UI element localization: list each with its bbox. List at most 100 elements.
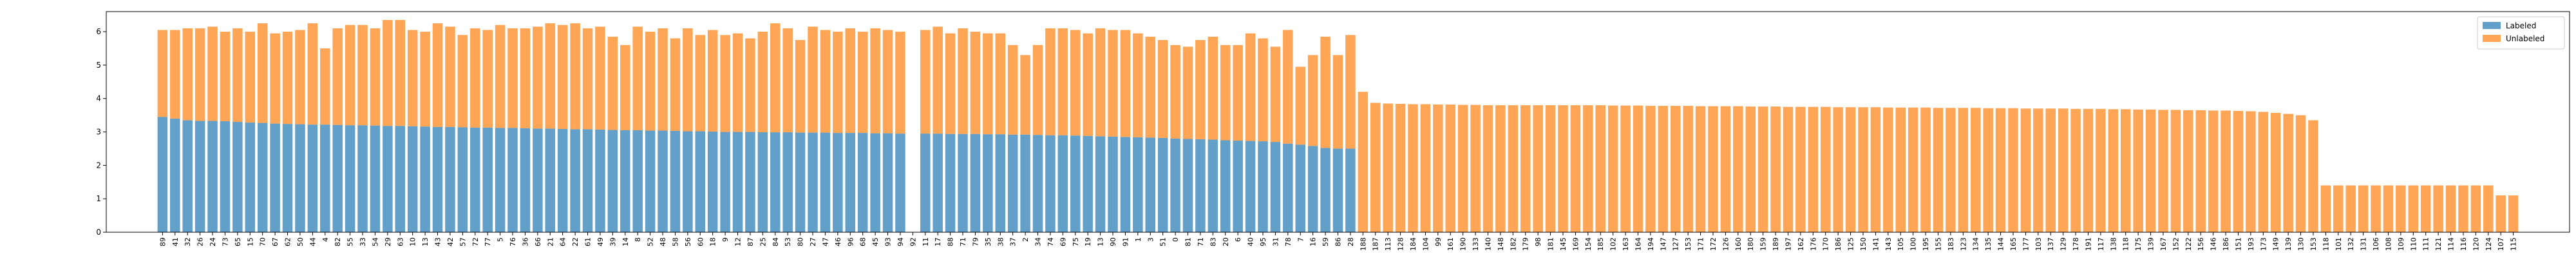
bar-segment (370, 125, 381, 232)
bar-segment (1332, 148, 1343, 232)
x-tick-label: 104 (1421, 237, 1430, 251)
bar-segment (1495, 105, 1506, 232)
x-tick-label: 44 (308, 237, 317, 246)
bar-segment (1295, 66, 1306, 145)
x-tick-label: 159 (1759, 237, 1768, 251)
x-tick-label: 33 (359, 237, 367, 246)
x-tick-label: 169 (1571, 237, 1580, 251)
bar-segment (295, 30, 305, 124)
bar-segment (1120, 30, 1131, 137)
bar-segment (1007, 45, 1018, 135)
x-tick-label: 181 (1547, 237, 1555, 251)
bar-segment (1570, 105, 1581, 232)
bar-segment (407, 30, 418, 126)
x-tick-label: 38 (996, 237, 1005, 246)
x-tick-label: 7 (1296, 237, 1305, 242)
x-tick-label: 51 (1159, 237, 1168, 246)
bar-segment (320, 48, 330, 125)
bar-segment (720, 35, 730, 132)
x-tick-label: 13 (1097, 237, 1105, 246)
x-tick-label: 15 (246, 237, 254, 246)
legend-label: Labeled (2506, 21, 2536, 30)
x-tick-label: 137 (2047, 237, 2055, 251)
bar-segment (945, 33, 956, 134)
bar-segment (232, 122, 243, 232)
x-tick-label: 193 (2247, 237, 2255, 251)
bar-segment (1145, 36, 1156, 138)
bar-segment (732, 132, 743, 232)
legend-swatch (2483, 35, 2501, 42)
bar-segment (920, 30, 931, 134)
bar-segment (683, 131, 693, 232)
x-tick-label: 120 (2472, 237, 2480, 251)
x-tick-label: 11 (922, 237, 930, 246)
bar-segment (1457, 104, 1468, 232)
x-tick-label: 67 (271, 237, 279, 246)
bar-segment (1383, 103, 1393, 232)
bar-segment (357, 25, 368, 126)
bar-segment (1083, 135, 1093, 232)
x-tick-label: 149 (2272, 237, 2280, 251)
bar-segment (2371, 185, 2381, 232)
bar-segment (470, 28, 480, 128)
bar-segment (895, 32, 905, 134)
bar-segment (2320, 185, 2331, 232)
x-tick-label: 39 (609, 237, 617, 246)
bar-segment (1320, 148, 1331, 232)
bar-segment (2058, 108, 2069, 232)
x-tick-label: 1 (1134, 237, 1142, 242)
x-tick-label: 101 (2334, 237, 2343, 251)
bar-segment (320, 124, 330, 232)
x-tick-label: 53 (784, 237, 792, 246)
bar-segment (520, 128, 531, 232)
bar-segment (1920, 107, 1931, 232)
x-tick-label: 115 (2510, 237, 2518, 251)
x-tick-label: 95 (1259, 237, 1267, 246)
x-tick-label: 133 (1472, 237, 1480, 251)
bar-segment (833, 133, 843, 232)
bar-segment (707, 132, 718, 232)
x-tick-label: 62 (284, 237, 292, 246)
x-tick-label: 52 (647, 237, 655, 246)
bar-segment (870, 133, 880, 232)
bar-segment (1170, 138, 1180, 232)
x-tick-label: 86 (1334, 237, 1343, 246)
x-tick-label: 76 (509, 237, 517, 246)
x-tick-label: 182 (1509, 237, 1517, 251)
bar-segment (1245, 141, 1256, 232)
bar-segment (970, 32, 981, 134)
bar-segment (332, 124, 343, 232)
y-tick-label: 0 (96, 228, 101, 237)
x-tick-label: 124 (2485, 237, 2493, 251)
bar-segment (658, 130, 668, 232)
x-tick-label: 161 (1446, 237, 1455, 251)
x-tick-label: 64 (559, 237, 567, 246)
x-tick-label: 134 (1972, 237, 1980, 251)
bar-segment (1032, 135, 1043, 232)
bar-segment (1620, 105, 1631, 232)
bar-segment (995, 33, 1006, 135)
bar-segment (1607, 105, 1618, 232)
x-tick-label: 77 (484, 237, 492, 246)
bar-segment (207, 121, 218, 232)
x-tick-label: 118 (2322, 237, 2330, 251)
x-tick-label: 87 (746, 237, 755, 246)
bar-segment (1220, 140, 1231, 232)
x-tick-label: 34 (1034, 237, 1043, 246)
bar-segment (2470, 185, 2481, 232)
bar-segment (2396, 185, 2406, 232)
x-tick-label: 106 (2372, 237, 2380, 251)
bar-segment (1933, 108, 1944, 232)
bar-segment (782, 28, 793, 133)
bar-segment (1145, 137, 1156, 232)
bar-segment (445, 126, 455, 232)
bar-segment (1157, 137, 1168, 232)
x-tick-label: 186 (1834, 237, 1842, 251)
x-tick-label: 131 (2360, 237, 2368, 251)
bar-segment (770, 23, 781, 133)
x-tick-label: 139 (2284, 237, 2293, 251)
bar-segment (432, 23, 443, 127)
x-tick-label: 73 (221, 237, 229, 246)
bar-segment (1020, 134, 1030, 232)
